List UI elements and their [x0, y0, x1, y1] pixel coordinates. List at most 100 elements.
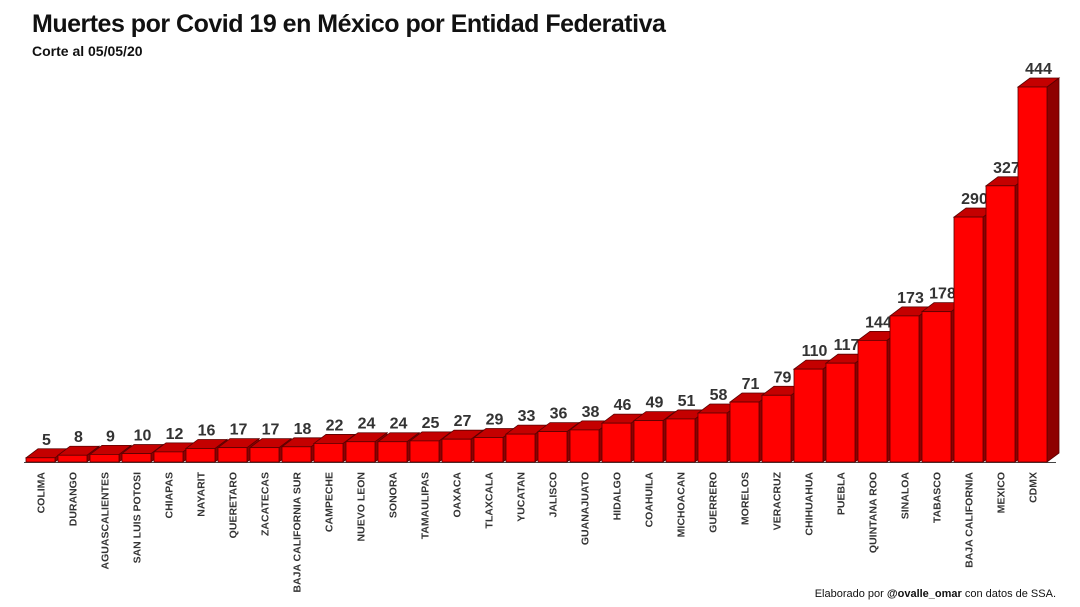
category-label: YUCATAN [516, 472, 528, 522]
bar-front [697, 412, 728, 463]
credit-line: Elaborado por @ovalle_omar con datos de … [815, 588, 1056, 600]
category-label: HIDALGO [612, 472, 624, 520]
category-label: NUEVO LEON [356, 472, 368, 541]
category-label: COLIMA [36, 472, 48, 514]
category-label: COAHUILA [644, 472, 656, 528]
category-label: VERACRUZ [772, 471, 784, 530]
value-label: 117 [834, 337, 860, 354]
bar-front [409, 440, 440, 463]
category-label: TAMAULIPAS [420, 472, 432, 539]
bar-front [473, 437, 504, 463]
bar-front [313, 443, 344, 463]
category-label: QUINTANA ROO [868, 472, 880, 553]
value-label: 10 [134, 428, 152, 445]
value-label: 58 [710, 387, 728, 404]
category-label: DURANGO [68, 472, 80, 526]
bar-front [1017, 86, 1048, 463]
bar-front [921, 311, 952, 463]
category-label: PUEBLA [836, 472, 848, 516]
bar-front [537, 431, 568, 463]
value-label: 24 [358, 416, 376, 433]
category-label: MICHOACAN [676, 472, 688, 537]
bar-front [89, 453, 120, 463]
bar-front [121, 453, 152, 463]
value-label: 290 [961, 191, 988, 208]
chart-subtitle: Corte al 05/05/20 [32, 43, 143, 59]
bar-front [505, 433, 536, 463]
bar-front [761, 394, 792, 463]
category-label: ZACATECAS [260, 472, 272, 536]
value-label: 22 [326, 417, 344, 434]
value-label: 16 [198, 422, 216, 439]
category-label: GUANAJUATO [580, 472, 592, 545]
bar-front [729, 401, 760, 463]
category-label: AGUASCALIENTES [100, 472, 112, 569]
value-label: 18 [294, 421, 312, 438]
value-label: 38 [582, 404, 600, 421]
bar-front [345, 441, 376, 463]
value-label: 17 [262, 422, 280, 439]
category-label: SINALOA [900, 472, 912, 520]
value-label: 17 [230, 422, 248, 439]
value-label: 46 [614, 397, 632, 414]
bar-front [569, 429, 600, 463]
value-label: 79 [774, 369, 792, 386]
credit-prefix: Elaborado por [814, 588, 887, 600]
value-label: 51 [678, 393, 696, 410]
value-label: 178 [929, 286, 956, 303]
bar-31 [1016, 77, 1061, 463]
bar-front [985, 185, 1016, 463]
category-label: GUERRERO [708, 472, 720, 533]
value-label: 36 [550, 406, 568, 423]
value-label: 33 [518, 408, 536, 425]
bar-front [57, 454, 88, 463]
bar-front [281, 446, 312, 463]
bar-front [185, 448, 216, 463]
category-label: TABASCO [932, 472, 944, 523]
category-label: CHIAPAS [164, 472, 176, 518]
category-label: BAJA CALIFORNIA SUR [292, 472, 304, 593]
category-label: MORELOS [740, 472, 752, 525]
category-label: MEXICO [996, 472, 1008, 513]
chart-title: Muertes por Covid 19 en México por Entid… [32, 10, 666, 38]
value-label: 12 [166, 426, 184, 443]
value-label: 444 [1025, 61, 1052, 78]
category-label: CDMX [1028, 472, 1040, 503]
value-label: 27 [454, 413, 472, 430]
value-label: 327 [993, 160, 1020, 177]
bar-front [633, 420, 664, 463]
category-label: SAN LUIS POTOSI [132, 472, 144, 563]
credit-suffix: con datos de SSA. [961, 588, 1056, 600]
value-label: 5 [42, 432, 51, 449]
value-label: 144 [865, 314, 892, 331]
value-label: 8 [74, 429, 83, 446]
value-label: 25 [422, 415, 440, 432]
category-label: SONORA [388, 472, 400, 519]
value-label: 110 [802, 343, 828, 360]
bar-front [217, 447, 248, 463]
bar-front [377, 441, 408, 463]
bar-front [441, 438, 472, 463]
bar-front [249, 447, 280, 463]
category-label: CAMPECHE [324, 472, 336, 532]
bar-front [953, 216, 984, 463]
category-label: JALISCO [548, 472, 560, 518]
category-label: CHIHUAHUA [804, 472, 816, 536]
category-label: OAXACA [452, 472, 464, 518]
bar-front [153, 451, 184, 463]
bar-front [793, 368, 824, 463]
bar-front [601, 422, 632, 463]
bar-front [889, 315, 920, 463]
category-label: NAYARIT [196, 471, 208, 516]
bar-front [825, 362, 856, 463]
bar-side [1046, 77, 1060, 463]
value-label: 71 [742, 376, 760, 393]
value-label: 9 [106, 428, 115, 445]
credit-author: @ovalle_omar [886, 588, 962, 600]
value-label: 173 [897, 290, 924, 307]
bar-front [665, 418, 696, 463]
bar-front [857, 339, 888, 463]
value-label: 29 [486, 412, 504, 429]
category-label: QUERETARO [228, 472, 240, 538]
